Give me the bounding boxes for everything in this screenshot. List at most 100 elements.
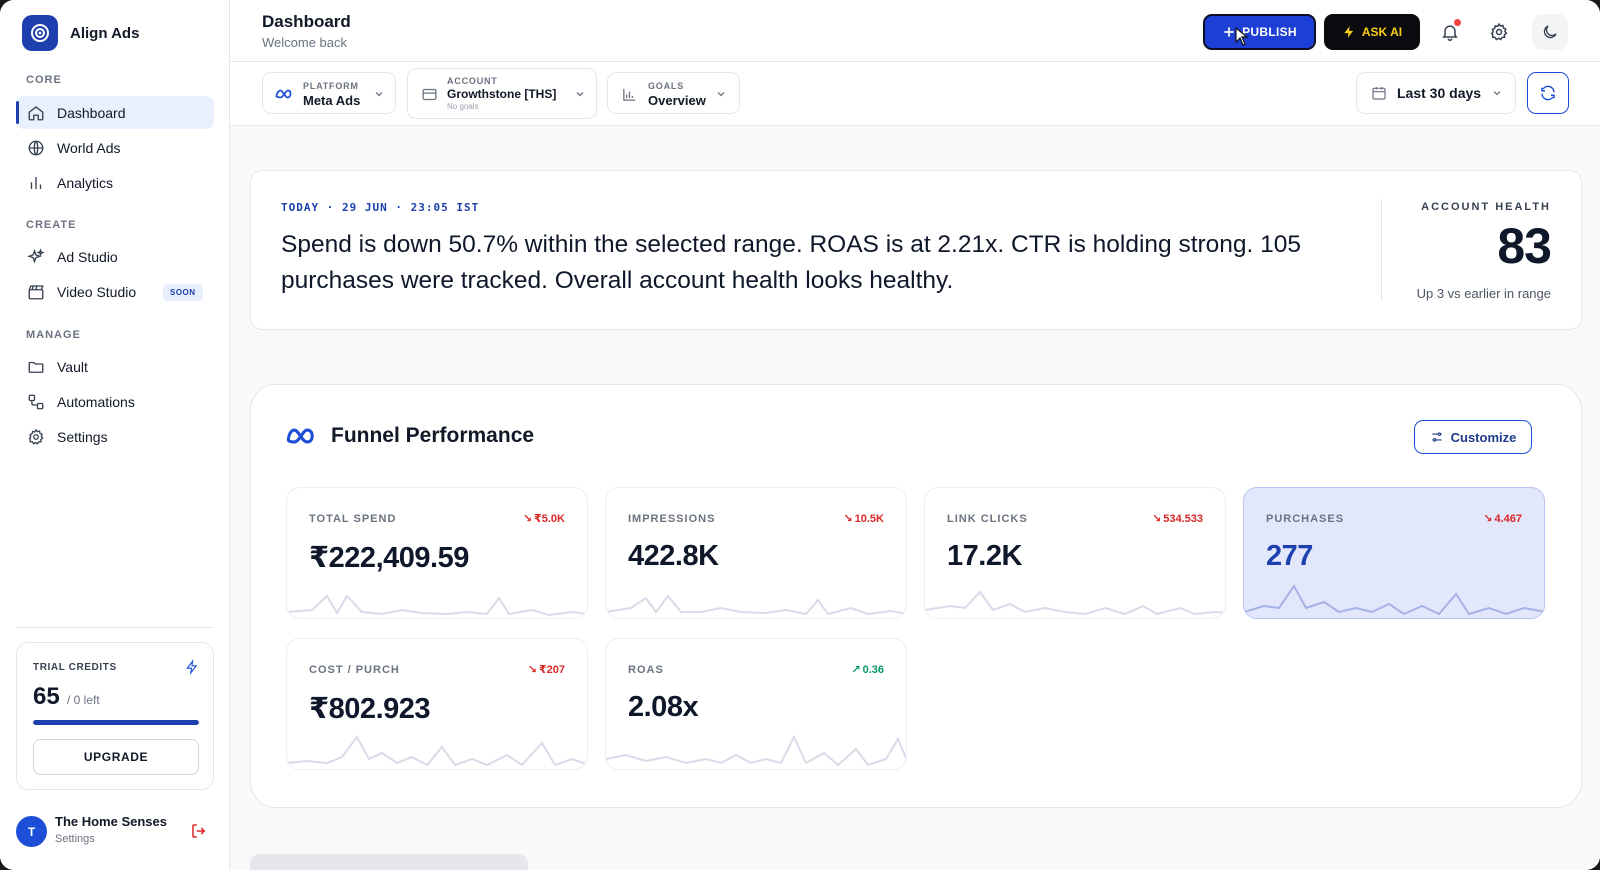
- logout-icon[interactable]: [190, 822, 208, 840]
- metric-label: IMPRESSIONS: [628, 513, 716, 525]
- credits-progress-bar: [33, 720, 199, 725]
- page-title: Dashboard: [262, 12, 351, 31]
- metric-value: ₹222,409.59: [309, 542, 469, 574]
- summary-divider: [1381, 199, 1382, 301]
- metric-value: 422.8K: [628, 540, 719, 572]
- brand-name: Align Ads: [70, 24, 140, 42]
- publish-button[interactable]: PUBLISH: [1203, 14, 1316, 50]
- trend-down-icon: ↘: [843, 513, 853, 525]
- sidebar-item-video-studio[interactable]: Video Studio SOON: [16, 275, 214, 308]
- account-note: No goals: [447, 102, 479, 111]
- platform-label: PLATFORM: [303, 81, 359, 91]
- sidebar-item-label: Dashboard: [57, 104, 126, 121]
- theme-toggle-button[interactable]: [1532, 14, 1568, 50]
- sidebar-item-analytics[interactable]: Analytics: [16, 166, 214, 199]
- sidebar-item-world-ads[interactable]: World Ads: [16, 131, 214, 164]
- sidebar-item-label: Settings: [57, 428, 108, 445]
- sparkline: [1244, 584, 1544, 616]
- metric-delta-value: 534.533: [1163, 512, 1203, 525]
- metric-card-cost-per-purchase[interactable]: COST / PURCH ↘ ₹207 ₹802.923: [286, 638, 588, 770]
- metric-card-total-spend[interactable]: TOTAL SPEND ↘ ₹5.0K ₹222,409.59: [286, 487, 588, 619]
- summary-date: TODAY · 29 JUN · 23:05 IST: [281, 201, 480, 214]
- publish-label: PUBLISH: [1242, 25, 1297, 39]
- clapperboard-icon: [28, 284, 44, 299]
- section-label-create: CREATE: [26, 219, 77, 231]
- account-value: Growthstone [THS]: [447, 87, 557, 101]
- trend-down-icon: ↘: [1152, 513, 1162, 525]
- platform-value: Meta Ads: [303, 93, 361, 108]
- sidebar-item-label: World Ads: [57, 139, 121, 156]
- funnel-performance-card: Funnel Performance Customize TOTAL SPEND…: [250, 384, 1582, 808]
- metric-label: ROAS: [628, 664, 664, 676]
- goals-value: Overview: [648, 93, 706, 108]
- metric-value: ₹802.923: [309, 693, 431, 725]
- goals-select[interactable]: GOALS Overview: [607, 72, 740, 114]
- credits-label: TRIAL CREDITS: [33, 662, 117, 673]
- funnel-title: Funnel Performance: [331, 424, 535, 447]
- moon-icon: [1543, 25, 1557, 39]
- summary-text: Spend is down 50.7% within the selected …: [281, 231, 1302, 294]
- chevron-down-icon: [576, 92, 584, 97]
- avatar: T: [16, 816, 47, 847]
- ask-ai-button[interactable]: ASK AI: [1324, 14, 1420, 50]
- credit-card-icon: [422, 88, 437, 101]
- account-health-label: ACCOUNT HEALTH: [1421, 201, 1551, 213]
- section-label-manage: MANAGE: [26, 329, 81, 341]
- sidebar-item-ad-studio[interactable]: Ad Studio: [16, 240, 214, 273]
- settings-button[interactable]: [1481, 14, 1517, 50]
- metric-value: 277: [1266, 540, 1313, 572]
- metric-value: 17.2K: [947, 540, 1022, 572]
- credits-progress-fill: [33, 720, 199, 725]
- brand[interactable]: Align Ads: [22, 15, 139, 51]
- platform-select[interactable]: PLATFORM Meta Ads: [262, 72, 396, 114]
- sidebar-item-label: Automations: [57, 393, 135, 410]
- bar-chart-icon: [623, 88, 636, 101]
- meta-logo-icon: [286, 428, 314, 444]
- account-select[interactable]: ACCOUNT Growthstone [THS] No goals: [407, 68, 597, 119]
- metric-delta: ↘ 534.533: [1152, 512, 1203, 526]
- sparkles-icon: [27, 247, 45, 264]
- date-range-label: Last 30 days: [1397, 85, 1482, 101]
- metric-delta: ↗ 0.36: [851, 663, 884, 677]
- refresh-button[interactable]: [1527, 72, 1569, 114]
- folder-icon: [28, 361, 44, 373]
- home-icon: [28, 105, 44, 120]
- bar-chart-icon: [30, 176, 42, 189]
- sparkline: [287, 594, 587, 617]
- trend-up-icon: ↗: [851, 664, 861, 676]
- metric-delta: ↘ ₹207: [528, 663, 565, 676]
- metric-label: COST / PURCH: [309, 664, 400, 676]
- metric-card-purchases[interactable]: PURCHASES ↘ 4.467 277: [1243, 487, 1545, 619]
- trend-down-icon: ↘: [527, 664, 537, 676]
- sidebar-item-dashboard[interactable]: Dashboard: [16, 96, 214, 129]
- lightning-icon: [186, 659, 198, 675]
- filter-bar: PLATFORM Meta Ads ACCOUNT Growthstone [T…: [230, 62, 1600, 126]
- customize-button[interactable]: Customize: [1414, 420, 1532, 454]
- sidebar-item-label: Ad Studio: [57, 248, 118, 265]
- sidebar-item-label: Analytics: [57, 174, 114, 191]
- metric-card-link-clicks[interactable]: LINK CLICKS ↘ 534.533 17.2K: [924, 487, 1226, 619]
- user-name: The Home Senses: [55, 814, 167, 829]
- brand-logo-icon: [22, 15, 58, 51]
- sidebar-item-settings[interactable]: Settings: [16, 420, 214, 453]
- metric-delta-value: 4.467: [1494, 512, 1522, 525]
- metric-label: PURCHASES: [1266, 513, 1345, 525]
- sliders-icon: [1431, 432, 1442, 442]
- daily-summary-card: TODAY · 29 JUN · 23:05 IST Spend is down…: [250, 170, 1582, 330]
- date-range-select[interactable]: Last 30 days: [1356, 72, 1516, 114]
- metric-label: LINK CLICKS: [947, 513, 1028, 525]
- upgrade-button[interactable]: UPGRADE: [33, 739, 199, 775]
- customize-label: Customize: [1450, 429, 1517, 445]
- notifications-button[interactable]: [1432, 14, 1468, 50]
- sidebar-item-vault[interactable]: Vault: [16, 350, 214, 383]
- sparkline: [287, 735, 587, 767]
- user-profile[interactable]: T The Home Senses Settings: [16, 812, 214, 852]
- metric-card-impressions[interactable]: IMPRESSIONS ↘ 10.5K 422.8K: [605, 487, 907, 619]
- user-settings-link[interactable]: Settings: [55, 833, 95, 845]
- ask-ai-label: ASK AI: [1361, 25, 1403, 39]
- metric-card-roas[interactable]: ROAS ↗ 0.36 2.08x: [605, 638, 907, 770]
- top-header: Dashboard Welcome back PUBLISH ASK AI: [230, 0, 1600, 62]
- sidebar-item-automations[interactable]: Automations: [16, 385, 214, 418]
- account-health-sub: Up 3 vs earlier in range: [1416, 286, 1551, 301]
